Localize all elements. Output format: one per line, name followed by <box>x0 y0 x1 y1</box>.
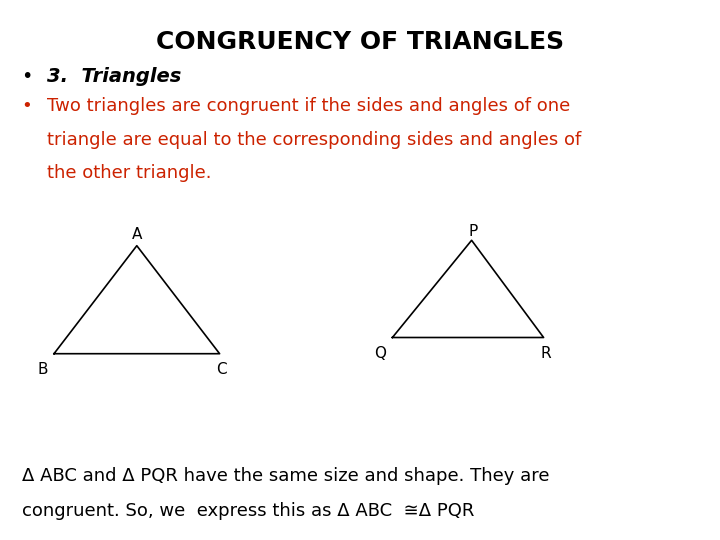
Text: CONGRUENCY OF TRIANGLES: CONGRUENCY OF TRIANGLES <box>156 30 564 53</box>
Text: •: • <box>22 97 32 115</box>
Text: C: C <box>217 362 227 377</box>
Text: Δ ABC and Δ PQR have the same size and shape. They are: Δ ABC and Δ PQR have the same size and s… <box>22 467 549 485</box>
Text: the other triangle.: the other triangle. <box>47 164 211 182</box>
Text: congruent. So, we  express this as Δ ABC  ≅Δ PQR: congruent. So, we express this as Δ ABC … <box>22 502 474 520</box>
Text: R: R <box>541 346 551 361</box>
Text: Two triangles are congruent if the sides and angles of one: Two triangles are congruent if the sides… <box>47 97 570 115</box>
Text: 3.  Triangles: 3. Triangles <box>47 68 181 86</box>
Text: P: P <box>469 224 477 239</box>
Text: Q: Q <box>374 346 386 361</box>
Text: B: B <box>38 362 48 377</box>
Text: triangle are equal to the corresponding sides and angles of: triangle are equal to the corresponding … <box>47 131 581 149</box>
Text: A: A <box>132 227 142 242</box>
Text: •: • <box>22 68 33 86</box>
